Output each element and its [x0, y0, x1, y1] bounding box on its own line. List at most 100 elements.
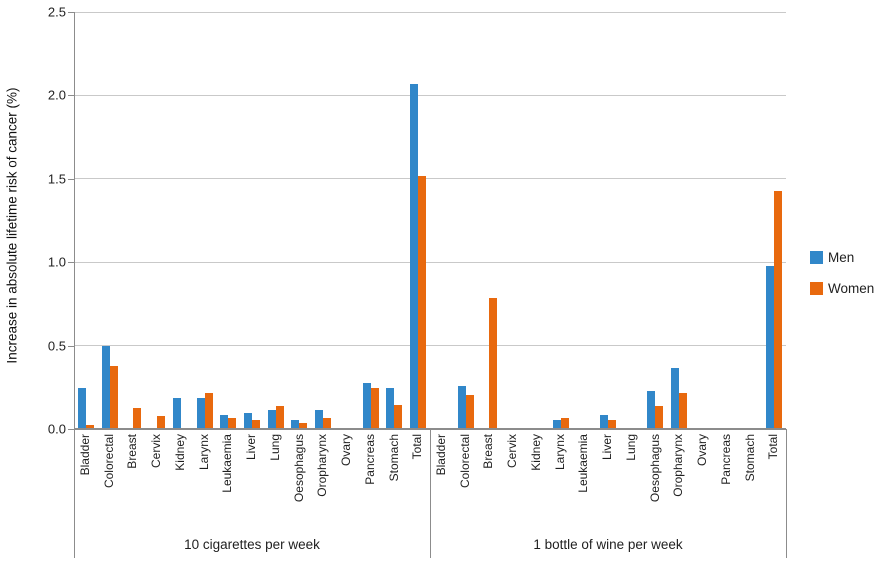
- category-label-ovary-group2: Ovary: [695, 434, 710, 467]
- category-label-leukaemia-group2: Leukaemia: [576, 434, 591, 493]
- category-label-pancreas-group1: Pancreas: [362, 434, 377, 485]
- y-axis-tick-label-1.5: 1.5: [47, 171, 66, 187]
- bar-women-larynx-group2: [560, 418, 569, 428]
- legend: Men Women: [810, 250, 874, 312]
- bar-women-oesophagus-group1: [299, 423, 308, 428]
- y-axis-tick-0.5: [68, 345, 74, 347]
- group-separator-0: [74, 429, 75, 558]
- category-label-pancreas-group2: Pancreas: [718, 434, 733, 485]
- category-label-colorectal-group1: Colorectal: [101, 434, 116, 489]
- category-label-breast-group2: Breast: [481, 434, 496, 469]
- y-axis-tick-1.5: [68, 178, 74, 180]
- gridline-1.0: [74, 261, 786, 263]
- bar-men-oropharynx-group2: [671, 368, 680, 428]
- bar-women-stomach-group1: [394, 405, 403, 428]
- legend-item-men: Men: [810, 250, 874, 265]
- bar-women-pancreas-group1: [370, 388, 379, 428]
- bar-women-oropharynx-group2: [679, 393, 688, 428]
- category-label-oesophagus-group2: Oesophagus: [647, 434, 662, 503]
- category-label-liver-group2: Liver: [600, 434, 615, 461]
- bar-women-colorectal-group2: [465, 395, 474, 428]
- y-axis-tick-2.5: [68, 12, 74, 13]
- category-label-liver-group1: Liver: [244, 434, 259, 461]
- category-label-kidney-group2: Kidney: [528, 434, 543, 471]
- bar-women-colorectal-group1: [109, 366, 118, 428]
- category-label-oropharynx-group2: Oropharynx: [671, 434, 686, 497]
- gridline-2.5: [74, 11, 786, 13]
- group-separator-1: [430, 429, 431, 558]
- bar-men-liver-group1: [244, 413, 252, 428]
- legend-label-men: Men: [828, 250, 855, 265]
- category-label-lung-group1: Lung: [267, 434, 282, 461]
- legend-label-women: Women: [828, 281, 875, 296]
- category-label-larynx-group2: Larynx: [552, 434, 567, 471]
- legend-swatch-women: [810, 282, 823, 295]
- bar-women-total-group1: [418, 176, 427, 428]
- bar-men-stomach-group1: [386, 388, 395, 428]
- bar-women-oropharynx-group1: [323, 418, 332, 428]
- category-label-total-group1: Total: [410, 434, 425, 460]
- category-label-bladder-group1: Bladder: [78, 434, 92, 476]
- bar-women-breast-group2: [489, 298, 498, 428]
- bar-men-total-group1: [410, 84, 419, 428]
- gridline-2.0: [74, 94, 786, 96]
- y-axis-line: [74, 12, 75, 429]
- bar-men-bladder-group1: [77, 388, 86, 428]
- y-axis-tick-label-2.0: 2.0: [47, 87, 66, 103]
- bar-women-lung-group1: [275, 406, 284, 428]
- category-label-larynx-group1: Larynx: [196, 434, 211, 471]
- category-label-total-group2: Total: [766, 434, 781, 460]
- y-axis-tick-0.0: [68, 429, 74, 430]
- gridline-1.5: [74, 178, 786, 180]
- category-label-oropharynx-group1: Oropharynx: [315, 434, 330, 497]
- bar-men-leukaemia-group1: [220, 415, 229, 428]
- category-label-stomach-group2: Stomach: [742, 434, 757, 482]
- bar-men-liver-group2: [600, 415, 608, 428]
- bar-men-larynx-group1: [196, 398, 205, 428]
- bar-men-oesophagus-group1: [291, 420, 300, 428]
- bar-men-kidney-group1: [172, 398, 181, 428]
- category-label-kidney-group1: Kidney: [172, 434, 187, 471]
- y-axis-tick-1.0: [68, 262, 74, 264]
- category-label-ovary-group1: Ovary: [339, 434, 354, 467]
- group-label-1: 10 cigarettes per week: [184, 537, 320, 552]
- bar-men-colorectal-group1: [101, 346, 110, 428]
- category-label-lung-group2: Lung: [623, 434, 638, 461]
- bar-women-cervix-group1: [157, 416, 166, 428]
- y-axis-tick-label-1.0: 1.0: [47, 254, 66, 270]
- bar-women-oesophagus-group2: [655, 406, 664, 428]
- bar-men-oropharynx-group1: [315, 410, 324, 428]
- bar-women-liver-group1: [252, 420, 260, 428]
- bar-women-leukaemia-group1: [228, 418, 237, 428]
- y-axis-tick-label-0.5: 0.5: [47, 338, 66, 354]
- category-label-breast-group1: Breast: [125, 434, 140, 469]
- bar-women-liver-group2: [608, 420, 616, 428]
- category-label-cervix-group1: Cervix: [149, 434, 164, 469]
- bar-women-total-group2: [774, 191, 783, 428]
- bar-women-larynx-group1: [204, 393, 213, 428]
- category-label-cervix-group2: Cervix: [505, 434, 520, 469]
- bar-men-colorectal-group2: [457, 386, 466, 428]
- bar-men-pancreas-group1: [362, 383, 371, 428]
- category-label-stomach-group1: Stomach: [386, 434, 401, 482]
- bar-women-breast-group1: [133, 408, 142, 428]
- y-axis-tick-2.0: [68, 95, 74, 97]
- y-axis-tick-label-2.5: 2.5: [47, 4, 66, 20]
- legend-item-women: Women: [810, 281, 874, 296]
- category-label-leukaemia-group1: Leukaemia: [220, 434, 235, 493]
- category-label-bladder-group2: Bladder: [434, 434, 448, 476]
- gridline-0.5: [74, 345, 786, 347]
- y-axis-tick-label-0.0: 0.0: [47, 421, 66, 437]
- bar-men-lung-group1: [267, 410, 276, 428]
- legend-swatch-men: [810, 251, 823, 264]
- group-separator-2: [786, 429, 787, 558]
- category-label-oesophagus-group1: Oesophagus: [291, 434, 306, 503]
- bar-women-bladder-group1: [85, 425, 94, 428]
- bar-men-larynx-group2: [552, 420, 561, 428]
- category-label-colorectal-group2: Colorectal: [457, 434, 472, 489]
- bar-men-total-group2: [766, 266, 775, 428]
- bar-men-oesophagus-group2: [647, 391, 656, 428]
- group-label-2: 1 bottle of wine per week: [533, 537, 683, 552]
